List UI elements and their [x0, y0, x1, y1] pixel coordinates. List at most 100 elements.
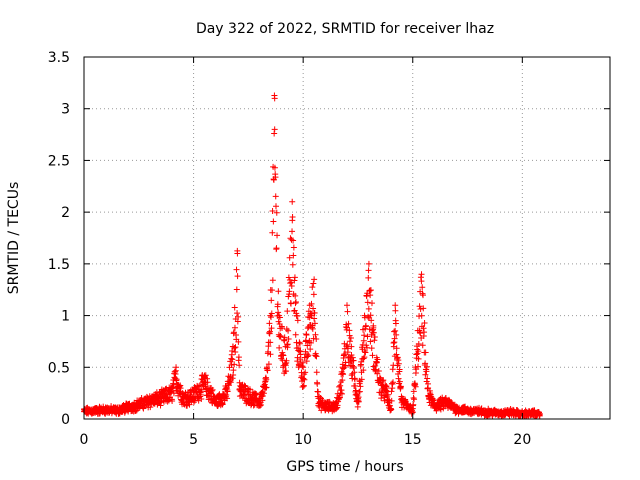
- chart-title: Day 322 of 2022, SRMTID for receiver lha…: [196, 21, 494, 37]
- data-point: [415, 348, 422, 355]
- data-point: [410, 388, 417, 395]
- data-point: [280, 352, 287, 359]
- data-point: [270, 218, 277, 225]
- data-point: [269, 287, 276, 294]
- data-point: [419, 290, 426, 297]
- data-point: [274, 232, 281, 239]
- data-point-peak: [293, 312, 300, 319]
- data-point: [272, 203, 279, 210]
- data-point-peak: [497, 408, 504, 415]
- data-point-peak: [201, 372, 208, 379]
- data-point: [288, 282, 295, 289]
- data-point: [420, 292, 427, 299]
- data-point: [273, 245, 280, 252]
- data-point-peak: [453, 403, 460, 410]
- data-point: [418, 312, 425, 319]
- data-point: [285, 335, 292, 342]
- data-point: [390, 379, 397, 386]
- data-point-peak: [431, 400, 438, 407]
- data-point: [290, 237, 297, 244]
- data-point: [229, 356, 236, 363]
- data-point: [229, 348, 236, 355]
- data-point-peak: [306, 302, 313, 309]
- data-point: [224, 395, 231, 402]
- y-tick-label: 2.5: [48, 153, 70, 169]
- data-point: [276, 344, 283, 351]
- data-point-peak: [333, 400, 340, 407]
- data-point: [344, 308, 351, 315]
- data-point-peak: [322, 400, 329, 407]
- data-point: [315, 388, 322, 395]
- data-point: [378, 395, 385, 402]
- data-point: [301, 376, 308, 383]
- data-point: [308, 310, 315, 317]
- data-point: [368, 300, 375, 307]
- data-point: [230, 367, 237, 374]
- x-tick-label: 10: [294, 432, 312, 448]
- data-point-peak: [475, 406, 482, 413]
- data-point-peak: [418, 271, 425, 278]
- data-point: [395, 375, 402, 382]
- data-point: [234, 310, 241, 317]
- data-point: [169, 398, 176, 405]
- data-point: [233, 286, 240, 293]
- data-point-peak: [157, 390, 164, 397]
- data-point: [310, 305, 317, 312]
- data-point: [231, 324, 238, 331]
- data-point: [417, 330, 424, 337]
- data-point-peak: [442, 395, 449, 402]
- y-tick-label: 2: [61, 205, 70, 221]
- data-point: [275, 309, 282, 316]
- data-point: [279, 351, 286, 358]
- data-point: [415, 363, 422, 370]
- data-point: [364, 299, 371, 306]
- data-point-peak: [267, 312, 274, 319]
- data-point: [421, 329, 428, 336]
- axis-ticks: 0 0.5 1 1.5 2 2.5 3 3.5 0 5 10 15 20: [48, 50, 610, 448]
- data-point: [292, 298, 299, 305]
- data-point: [345, 345, 352, 352]
- data-point: [266, 328, 273, 335]
- data-point: [204, 375, 211, 382]
- data-point: [339, 370, 346, 377]
- data-point: [345, 320, 352, 327]
- data-point: [285, 274, 292, 281]
- data-point-peak: [370, 322, 377, 329]
- data-series-lhaz: [81, 92, 543, 419]
- data-point: [367, 292, 374, 299]
- data-point: [269, 207, 276, 214]
- data-point: [339, 377, 346, 384]
- data-point: [241, 382, 248, 389]
- data-point: [339, 390, 346, 397]
- data-point: [373, 359, 380, 366]
- data-point: [344, 341, 351, 348]
- data-point: [296, 339, 303, 346]
- data-point: [416, 303, 423, 310]
- data-point: [419, 284, 426, 291]
- data-point: [351, 369, 358, 376]
- data-point: [395, 371, 402, 378]
- data-point: [283, 357, 290, 364]
- y-tick-label: 3.5: [48, 50, 70, 66]
- data-point: [423, 368, 430, 375]
- data-point: [300, 383, 307, 390]
- data-point: [365, 305, 372, 312]
- data-point: [291, 274, 298, 281]
- data-point: [391, 335, 398, 342]
- y-axis-label: SRMTID / TECUs: [6, 182, 22, 295]
- data-point: [296, 340, 303, 347]
- data-point: [196, 382, 203, 389]
- data-point: [410, 395, 417, 401]
- data-point-peak: [230, 343, 237, 350]
- data-point-peak: [146, 393, 153, 400]
- data-point-peak: [179, 390, 186, 397]
- data-point: [391, 328, 398, 335]
- data-point: [352, 387, 359, 394]
- data-point-peak: [300, 364, 307, 371]
- data-point: [235, 313, 242, 320]
- data-point: [392, 320, 399, 327]
- data-point: [421, 319, 428, 326]
- data-point: [256, 402, 263, 409]
- data-point-peak: [234, 250, 241, 257]
- data-point-peak: [536, 410, 543, 417]
